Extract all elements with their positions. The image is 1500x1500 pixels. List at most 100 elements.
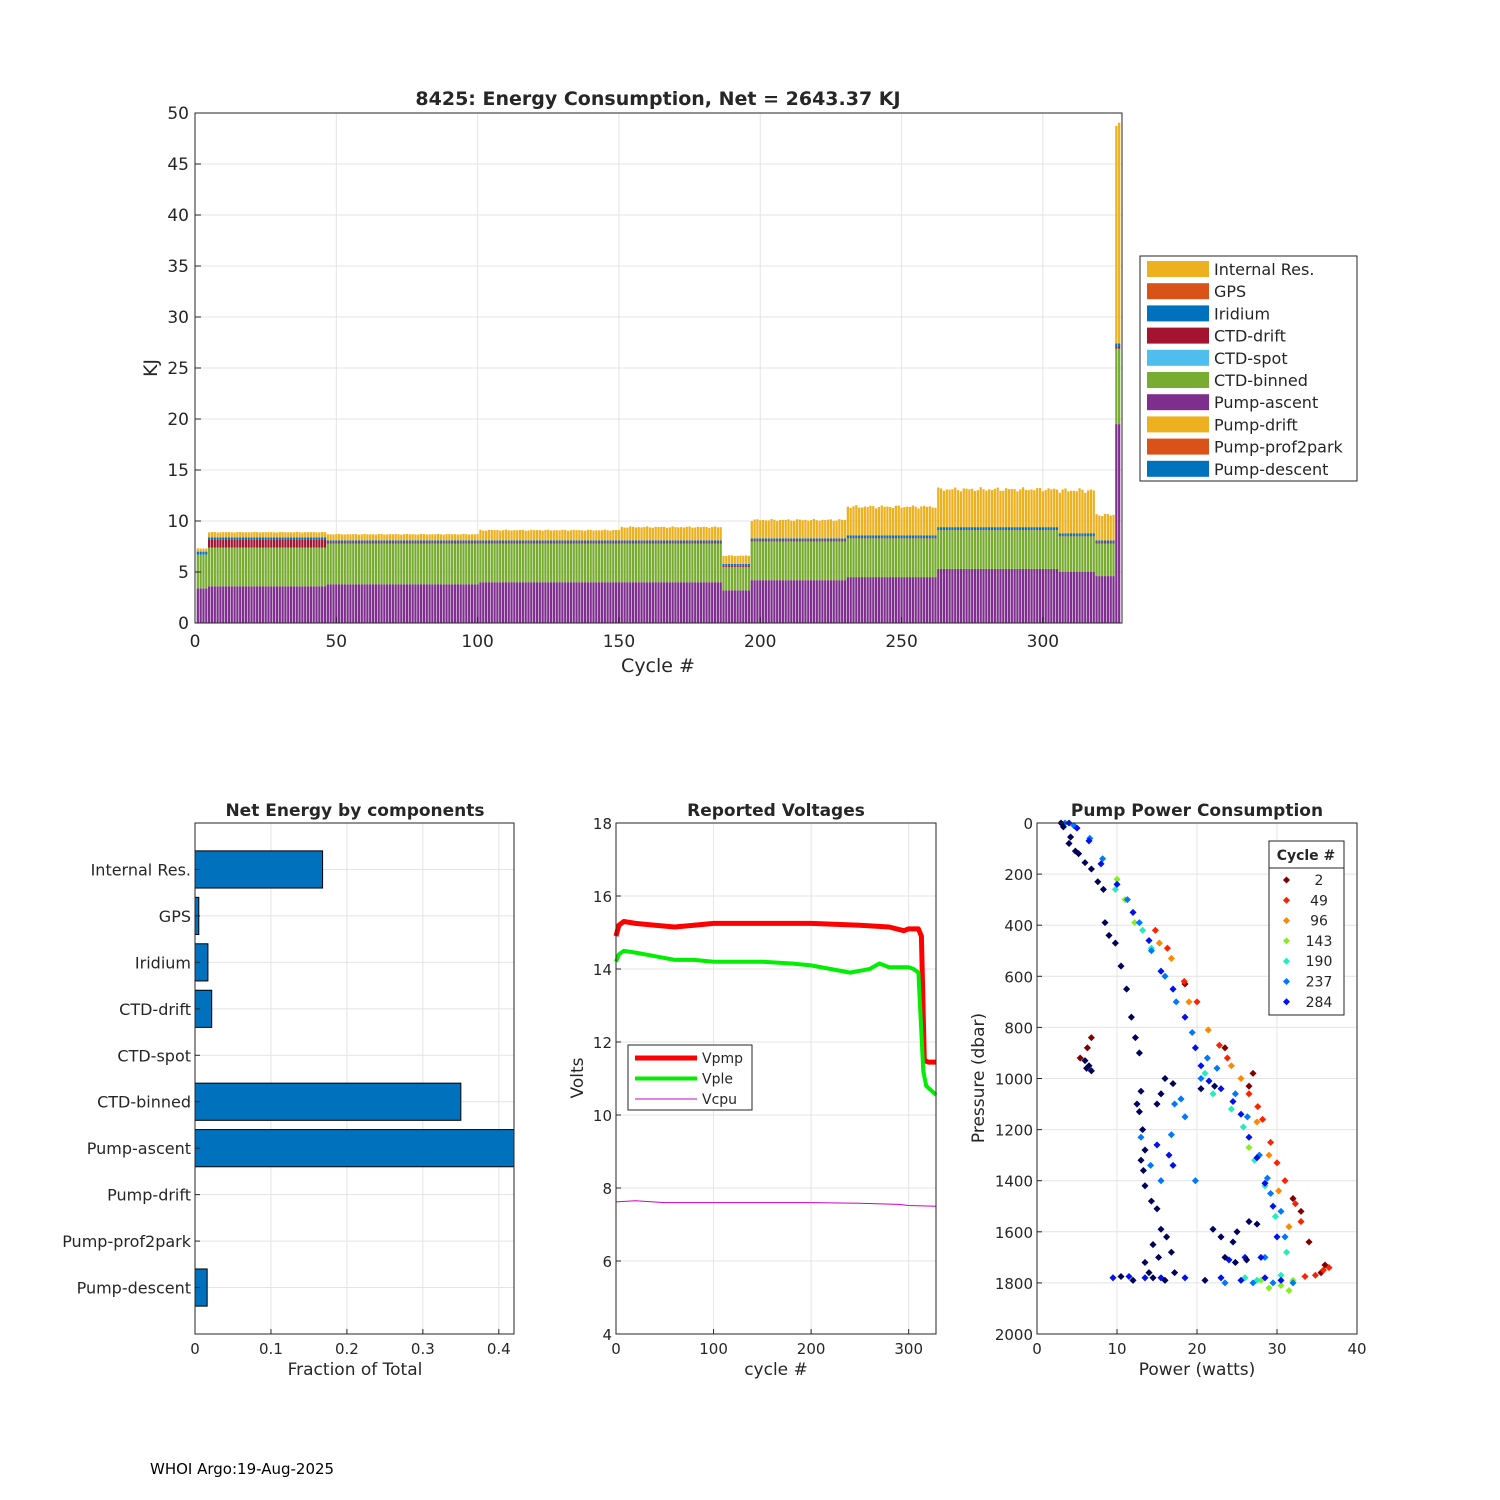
energy-bar-iridium	[923, 535, 926, 538]
energy-bar-iridium	[1019, 527, 1022, 530]
energy-bar-iridium	[219, 537, 222, 540]
voltages-xtick-label: 0	[611, 1340, 621, 1358]
energy-bar-ctd-binned	[956, 530, 960, 569]
energy-bar-internal-res	[1058, 492, 1061, 534]
energy-bar-pump-ascent	[566, 582, 570, 623]
energy-bar-pump-ascent	[809, 580, 813, 623]
energy-bar-pump-ascent	[564, 582, 567, 623]
energy-bar-ctd-drift	[826, 540, 830, 542]
energy-bar-ctd-binned	[482, 543, 485, 583]
energy-bar-internal-res	[343, 534, 346, 541]
energy-bar-iridium	[609, 540, 612, 543]
energy-bar-ctd-drift	[699, 542, 703, 544]
energy-bar-pump-ascent	[210, 586, 214, 623]
energy-bar-internal-res	[835, 520, 838, 539]
energy-bar-internal-res	[295, 531, 298, 538]
energy-bar-ctd-binned	[976, 530, 979, 569]
energy-bar-iridium	[264, 537, 267, 540]
energy-bar-pump-ascent	[1106, 576, 1109, 623]
energy-bar-internal-res	[677, 527, 680, 541]
energy-bar-pump-ascent	[807, 580, 810, 623]
energy-bar-ctd-binned	[617, 543, 621, 583]
energy-bar-internal-res	[620, 526, 623, 541]
energy-bar-ctd-binned	[1067, 536, 1070, 572]
energy-bar-ctd-drift	[422, 542, 426, 544]
energy-bar-pump-ascent	[874, 577, 878, 623]
energy-bar-ctd-binned	[230, 547, 233, 587]
energy-bar-pump-ascent	[939, 568, 943, 623]
energy-bar-internal-res	[657, 527, 660, 541]
energy-bar-ctd-drift	[468, 542, 471, 544]
energy-bar-internal-res	[521, 529, 524, 541]
energy-bar-pump-ascent	[360, 584, 363, 623]
energy-bar-ctd-drift	[273, 539, 276, 548]
energy-bar-pump-ascent	[1019, 568, 1022, 623]
energy-bar-iridium	[527, 540, 530, 543]
energy-bar-ctd-binned	[247, 547, 250, 587]
energy-bar-internal-res	[951, 489, 954, 528]
energy-bar-pump-ascent	[798, 580, 801, 623]
energy-bar-pump-ascent	[380, 584, 383, 623]
energy-bar-ctd-binned	[380, 543, 383, 585]
energy-bar-ctd-drift	[917, 537, 920, 539]
energy-bar-ctd-drift	[671, 542, 674, 544]
energy-bar-ctd-binned	[761, 541, 765, 581]
energy-bar-ctd-drift	[349, 542, 352, 544]
energy-bar-iridium	[787, 538, 790, 541]
energy-bar-ctd-binned	[239, 547, 242, 587]
energy-bar-pump-ascent	[592, 582, 595, 623]
energy-bar-pump-ascent	[533, 582, 536, 623]
energy-bar-internal-res	[691, 527, 694, 541]
energy-bar-ctd-drift	[386, 542, 389, 544]
voltages-axes-box	[615, 822, 937, 1335]
energy-bar-ctd-binned	[295, 547, 298, 587]
energy-bar-pump-ascent	[490, 582, 493, 623]
energy-bar-pump-ascent	[747, 590, 751, 623]
energy-bar-ctd-binned	[213, 547, 216, 587]
energy-bar-internal-res	[549, 530, 553, 541]
energy-bar-ctd-binned	[722, 566, 725, 591]
energy-bar-iridium	[468, 540, 471, 543]
energy-legend-swatch	[1147, 438, 1209, 455]
energy-bar-internal-res	[267, 532, 270, 538]
energy-bar-iridium	[1069, 533, 1073, 536]
energy-bar-ctd-drift	[216, 539, 219, 548]
energy-bar-iridium	[793, 538, 796, 541]
energy-bar-pump-ascent	[222, 586, 225, 623]
energy-bar-iridium	[883, 535, 886, 538]
energy-bar-ctd-drift	[312, 539, 315, 548]
energy-bar-ctd-drift	[832, 540, 835, 542]
energy-bar-internal-res	[1103, 513, 1107, 541]
energy-bar-pump-ascent	[736, 590, 739, 623]
energy-bar-ctd-drift	[889, 537, 892, 539]
energy-bar-internal-res	[581, 530, 584, 541]
energy-bar-iridium	[552, 540, 556, 543]
energy-bar-iridium	[889, 535, 892, 538]
energy-bar-ctd-drift	[773, 540, 776, 542]
energy-bar-internal-res	[928, 506, 931, 536]
energy-bar-pump-ascent	[541, 582, 544, 623]
energy-bar-pump-ascent	[920, 577, 923, 623]
energy-bar-ctd-drift	[629, 542, 632, 544]
energy-bar-iridium	[920, 535, 923, 538]
energy-bar-iridium	[880, 535, 883, 538]
energy-bar-internal-res	[479, 529, 482, 541]
energy-bar-internal-res	[804, 519, 807, 539]
energy-bar-iridium	[306, 537, 310, 540]
energy-bar-pump-ascent	[648, 582, 652, 623]
energy-bar-internal-res	[439, 534, 443, 541]
energy-bar-internal-res	[547, 529, 550, 541]
energy-bar-pump-ascent	[445, 584, 448, 623]
energy-bar-ctd-binned	[1044, 530, 1047, 569]
energy-bar-iridium	[196, 551, 199, 555]
energy-bar-ctd-drift	[668, 542, 671, 544]
energy-bar-pump-ascent	[465, 584, 468, 623]
energy-bar-ctd-drift	[1016, 529, 1019, 531]
energy-bar-internal-res	[487, 529, 491, 541]
energy-bar-iridium	[513, 540, 516, 543]
energy-bar-internal-res	[281, 532, 284, 538]
energy-bar-pump-ascent	[843, 580, 847, 623]
energy-bar-ctd-drift	[544, 542, 547, 544]
energy-bar-ctd-binned	[343, 543, 346, 585]
energy-bar-internal-res	[1027, 490, 1030, 528]
